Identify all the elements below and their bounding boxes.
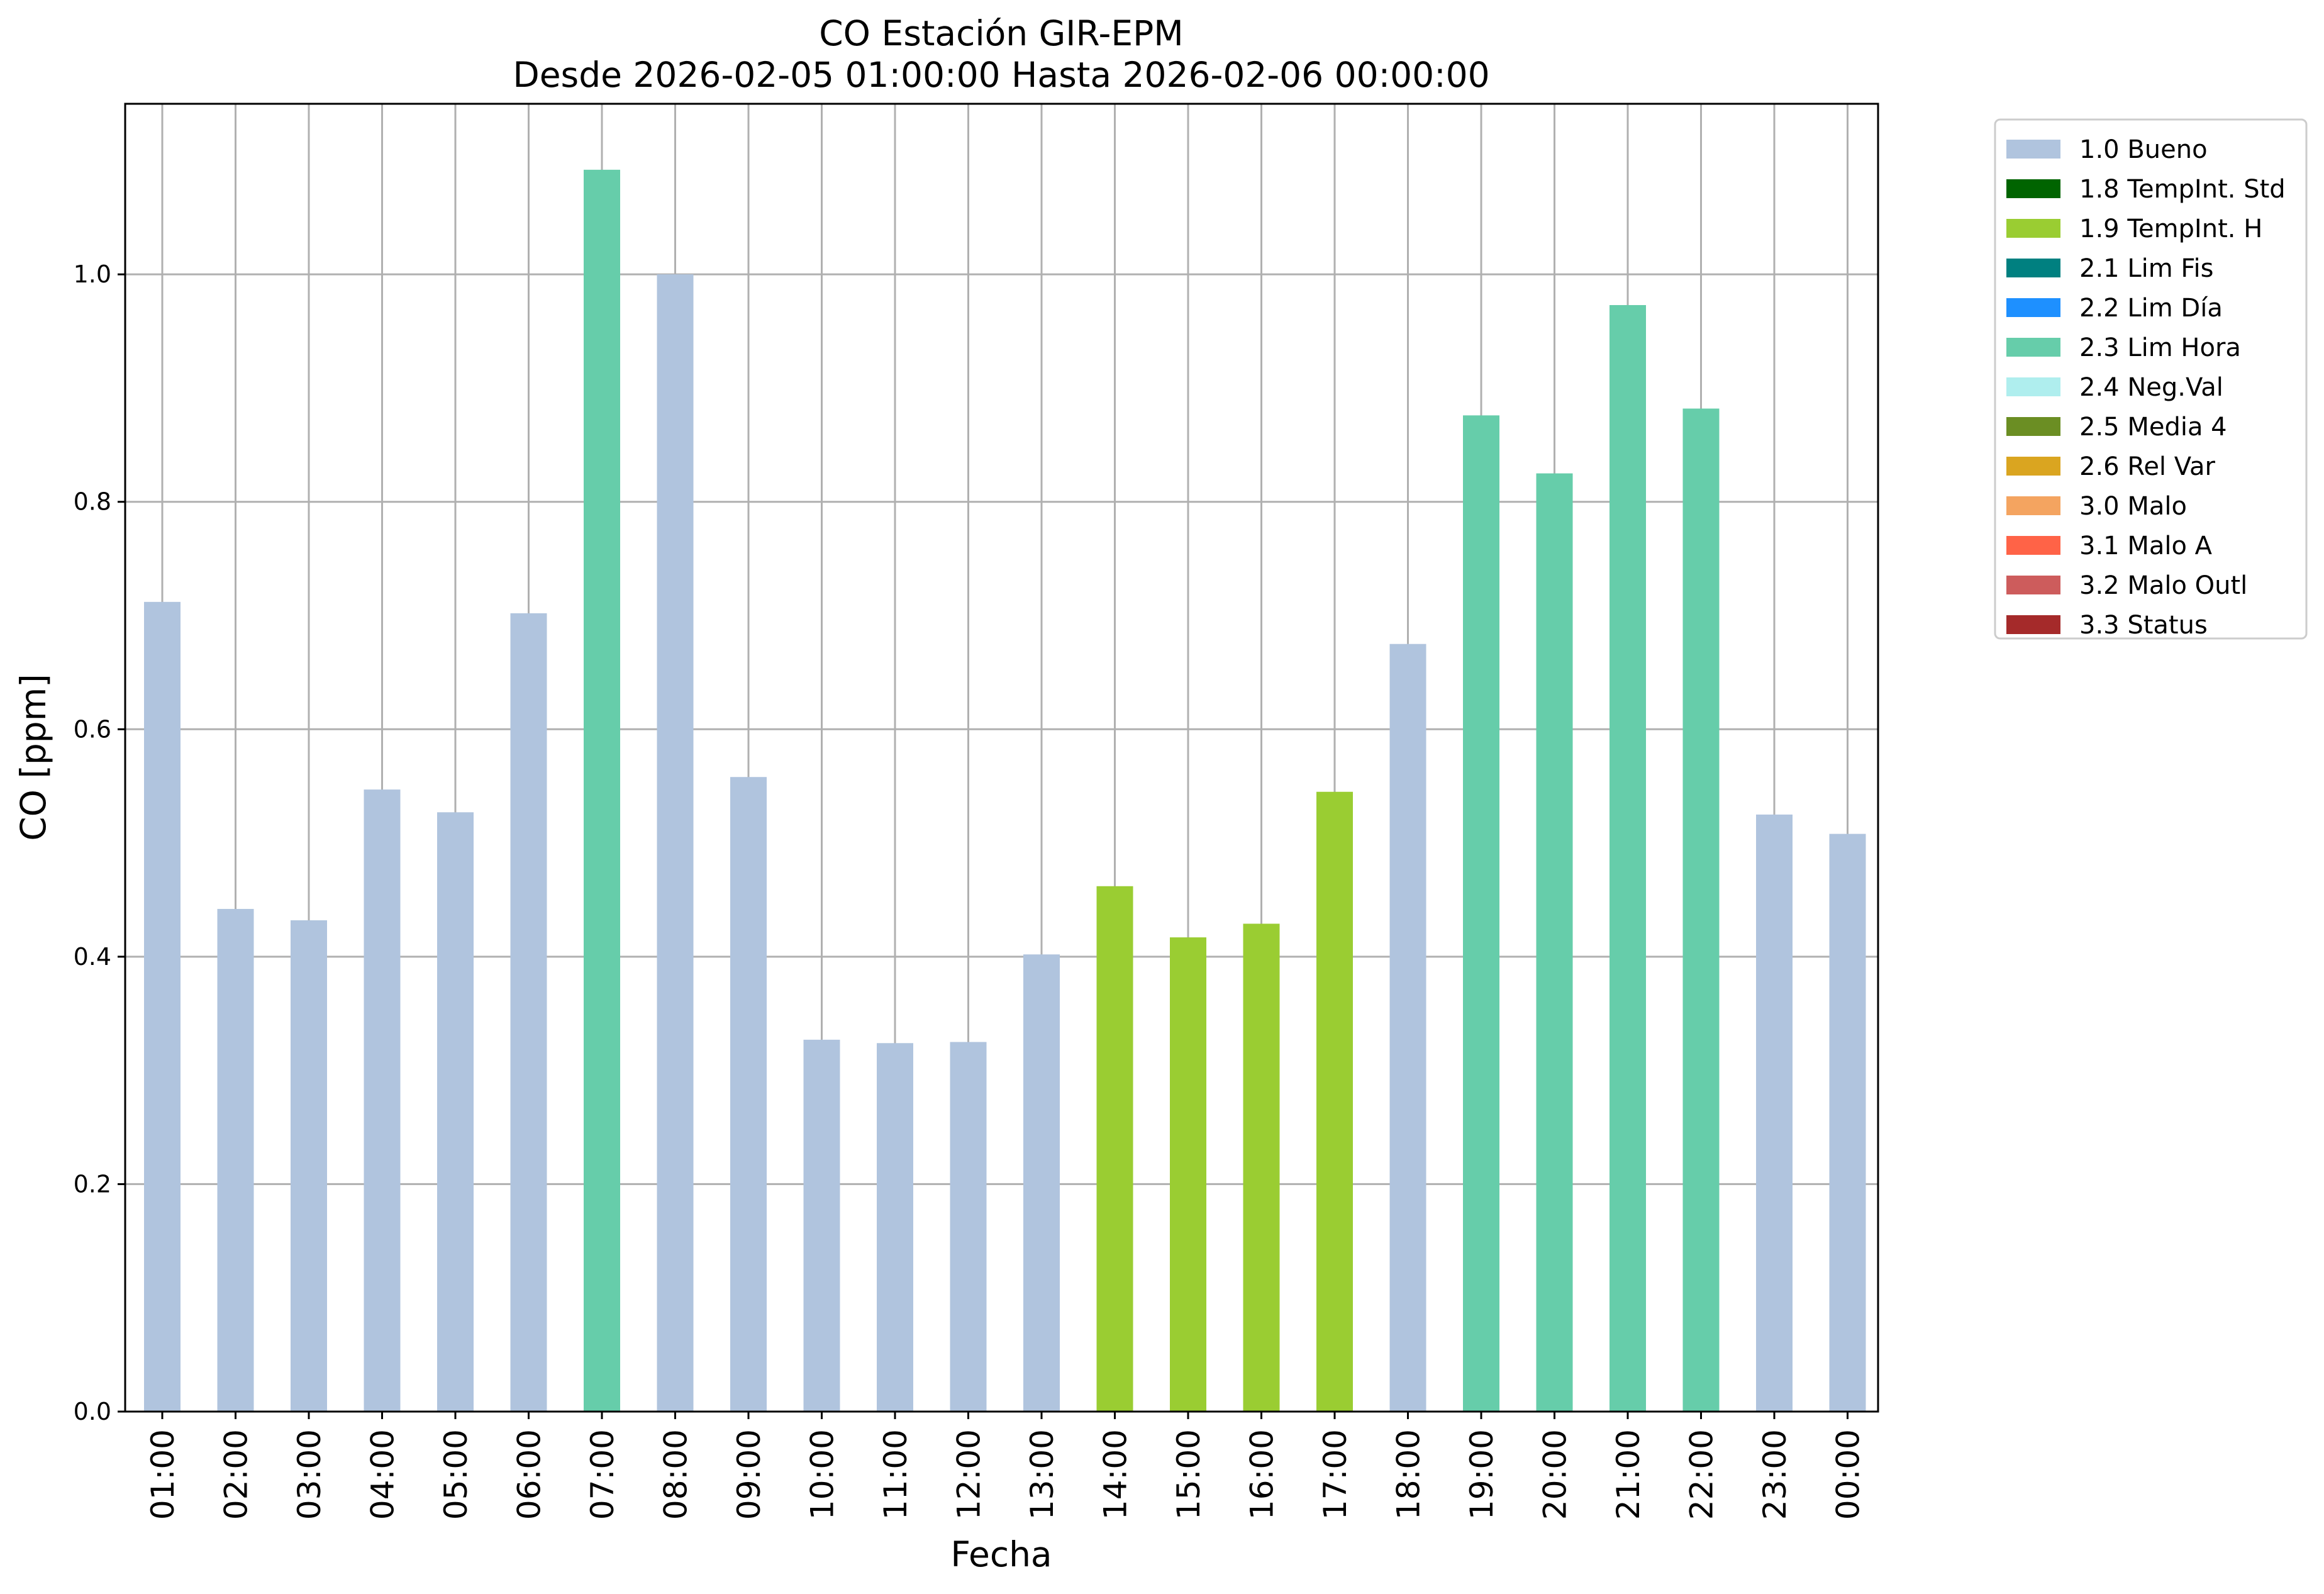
legend-entry: 1.9 TempInt. H bbox=[2079, 215, 2262, 243]
legend: 1.0 Bueno 1.8 TempInt. Std 1.9 TempInt. H 2… bbox=[1994, 118, 2308, 640]
x-axis: 01:00 02:00 03:00 04:00 05:00 06:00 07:00 08:00… bbox=[145, 1412, 1867, 1520]
bar-0800 bbox=[657, 274, 694, 1412]
bar-1600 bbox=[1243, 923, 1280, 1412]
legend-entry: 2.5 Media 4 bbox=[2079, 413, 2227, 442]
x-tick-label: 02:00 bbox=[218, 1429, 255, 1520]
legend-entry: 1.8 TempInt. Std bbox=[2079, 175, 2286, 204]
chart-subtitle: Desde 2026-02-05 01:00:00 Hasta 2026-02-… bbox=[513, 55, 1489, 95]
legend-swatch bbox=[2006, 457, 2060, 476]
bar-0100 bbox=[144, 601, 181, 1412]
x-tick-label: 16:00 bbox=[1244, 1429, 1281, 1520]
y-tick-label: 0.0 bbox=[74, 1398, 111, 1425]
x-tick-label: 07:00 bbox=[584, 1429, 621, 1520]
chart-title: CO Estación GIR-EPM bbox=[819, 13, 1183, 53]
x-axis-label: Fecha bbox=[950, 1534, 1052, 1574]
bar-1300 bbox=[1023, 954, 1060, 1412]
bar-0300 bbox=[291, 920, 327, 1412]
x-tick-label: 18:00 bbox=[1391, 1429, 1427, 1520]
bar-1700 bbox=[1316, 791, 1353, 1412]
legend-swatch bbox=[2006, 179, 2060, 198]
legend-swatch bbox=[2006, 377, 2060, 396]
legend-swatch bbox=[2006, 140, 2060, 159]
bar-0600 bbox=[510, 613, 547, 1412]
y-axis: 0.0 0.2 0.4 0.6 0.8 1.0 bbox=[74, 260, 125, 1425]
x-tick-label: 22:00 bbox=[1684, 1429, 1720, 1520]
legend-swatch bbox=[2006, 338, 2060, 357]
legend-entry: 2.3 Lim Hora bbox=[2079, 333, 2241, 362]
y-tick-label: 1.0 bbox=[74, 260, 111, 288]
bar-1100 bbox=[877, 1043, 913, 1412]
legend-entry: 3.3 Status bbox=[2079, 611, 2208, 640]
x-tick-label: 05:00 bbox=[438, 1429, 474, 1520]
bar-0700 bbox=[584, 169, 620, 1412]
y-axis-label: CO [ppm] bbox=[13, 674, 53, 841]
x-tick-label: 00:00 bbox=[1830, 1429, 1867, 1520]
bar-0000 bbox=[1829, 833, 1866, 1412]
legend-entry: 3.0 Malo bbox=[2079, 492, 2187, 521]
bar-1200 bbox=[950, 1042, 987, 1412]
y-tick-label: 0.8 bbox=[74, 488, 111, 516]
legend-entry: 2.4 Neg.Val bbox=[2079, 373, 2223, 402]
bar-1500 bbox=[1170, 937, 1206, 1412]
bars bbox=[144, 169, 1866, 1412]
legend-entry: 3.2 Malo Outl bbox=[2079, 571, 2247, 600]
x-tick-label: 06:00 bbox=[511, 1429, 548, 1520]
legend-swatch bbox=[2006, 536, 2060, 555]
legend-frame bbox=[1994, 118, 2308, 640]
legend-swatch bbox=[2006, 219, 2060, 238]
bar-1400 bbox=[1096, 886, 1133, 1412]
x-tick-label: 10:00 bbox=[804, 1429, 841, 1520]
bar-0500 bbox=[437, 812, 474, 1412]
legend-entry: 3.1 Malo A bbox=[2079, 532, 2213, 560]
x-tick-label: 21:00 bbox=[1610, 1429, 1647, 1520]
legend-swatch bbox=[2006, 496, 2060, 515]
bar-2200 bbox=[1682, 408, 1720, 1412]
bar-0400 bbox=[364, 789, 401, 1412]
legend-swatch bbox=[2006, 298, 2060, 317]
bar-2000 bbox=[1536, 473, 1573, 1412]
x-tick-label: 04:00 bbox=[365, 1429, 401, 1520]
y-tick-label: 0.6 bbox=[74, 715, 111, 743]
legend-swatch bbox=[2006, 615, 2060, 634]
x-tick-label: 01:00 bbox=[145, 1429, 181, 1520]
bar-1900 bbox=[1463, 415, 1499, 1412]
legend-swatch bbox=[2006, 417, 2060, 436]
x-tick-label: 03:00 bbox=[291, 1429, 328, 1520]
x-tick-label: 15:00 bbox=[1170, 1429, 1207, 1520]
bar-2100 bbox=[1610, 304, 1646, 1412]
y-tick-label: 0.2 bbox=[74, 1170, 111, 1198]
legend-entry: 2.6 Rel Var bbox=[2079, 452, 2216, 481]
bar-1000 bbox=[803, 1039, 840, 1412]
x-tick-label: 11:00 bbox=[877, 1429, 914, 1520]
x-tick-label: 17:00 bbox=[1317, 1429, 1354, 1520]
bar-2300 bbox=[1756, 814, 1793, 1412]
plot-frame bbox=[124, 103, 1879, 1413]
bar-0200 bbox=[217, 908, 254, 1412]
x-tick-label: 09:00 bbox=[731, 1429, 767, 1520]
x-tick-label: 14:00 bbox=[1098, 1429, 1134, 1520]
x-tick-label: 19:00 bbox=[1464, 1429, 1500, 1520]
legend-entry: 2.1 Lim Fis bbox=[2079, 254, 2213, 283]
legend-entry: 2.2 Lim Día bbox=[2079, 294, 2223, 323]
bar-1800 bbox=[1389, 644, 1426, 1412]
y-tick-label: 0.4 bbox=[74, 943, 111, 971]
x-tick-label: 23:00 bbox=[1757, 1429, 1793, 1520]
bar-0900 bbox=[730, 777, 767, 1412]
x-tick-label: 13:00 bbox=[1024, 1429, 1060, 1520]
x-tick-label: 12:00 bbox=[951, 1429, 987, 1520]
legend-swatch bbox=[2006, 259, 2060, 277]
x-tick-label: 08:00 bbox=[658, 1429, 694, 1520]
legend-entry: 1.0 Bueno bbox=[2079, 135, 2208, 164]
legend-swatch bbox=[2006, 576, 2060, 594]
x-tick-label: 20:00 bbox=[1537, 1429, 1574, 1520]
